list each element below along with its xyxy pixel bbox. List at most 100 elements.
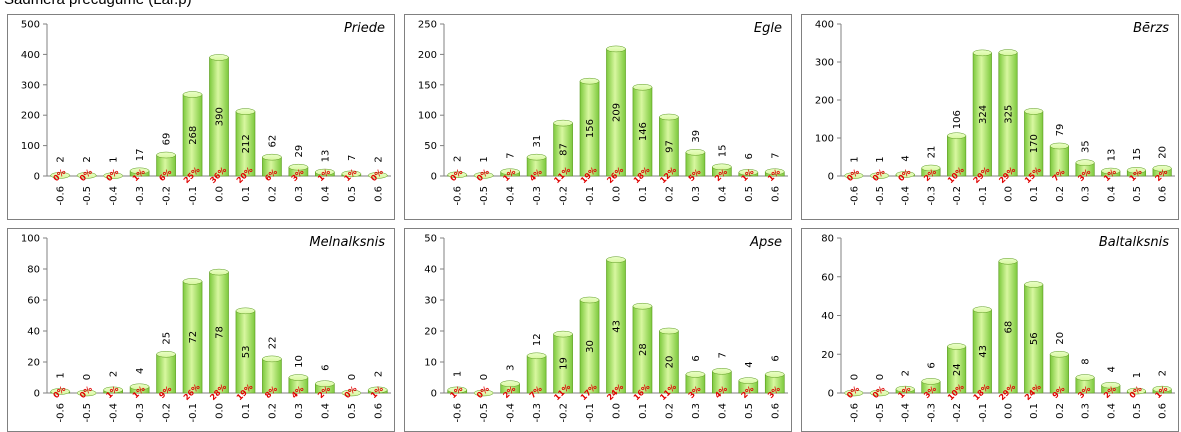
bar-cap: [182, 91, 203, 98]
y-tick-label: 100: [815, 134, 834, 145]
y-tick-label: 0: [431, 389, 437, 400]
bar-cap: [367, 172, 388, 179]
x-tick-label: 0.2: [1055, 186, 1066, 202]
bar-baltalksnis-3: [921, 378, 941, 394]
x-tick-label: -0.3: [926, 186, 937, 206]
y-tick-label: 60: [27, 296, 40, 307]
y-tick-label: 60: [821, 272, 834, 283]
value-label: 1: [453, 371, 464, 377]
value-label: 8: [1081, 358, 1092, 364]
value-label: 53: [241, 346, 252, 359]
value-label: 0: [849, 374, 860, 380]
x-tick-label: -0.1: [585, 186, 596, 206]
y-tick-label: 50: [424, 234, 437, 245]
bar-cap: [632, 302, 653, 310]
bar-cap: [182, 278, 203, 285]
x-tick-label: -0.2: [952, 403, 963, 423]
value-label: 15: [1132, 148, 1143, 161]
bar-cap: [262, 355, 282, 363]
x-tick-label: -0.2: [559, 186, 570, 206]
bar-apse-10: [712, 368, 732, 394]
x-tick-label: 0.1: [1029, 403, 1040, 419]
x-tick-label: 0.5: [744, 403, 755, 419]
bar-cap: [473, 389, 494, 397]
value-label: 2: [373, 156, 384, 162]
bar-cap: [447, 386, 468, 394]
bar-melnalksnis-8: [262, 355, 282, 394]
bar-cap: [1126, 387, 1146, 395]
bar-cap: [870, 389, 890, 397]
value-label: 2: [56, 156, 67, 162]
bar-egle-1: [473, 172, 494, 179]
bar-apse-0: [447, 386, 468, 394]
x-tick-label: -0.6: [453, 186, 464, 206]
chart-title: Egle: [754, 21, 782, 36]
x-tick-label: -0.3: [135, 403, 146, 423]
y-tick-label: 20: [821, 350, 834, 361]
x-tick-label: 0.0: [215, 186, 226, 202]
value-label: 97: [664, 140, 675, 153]
bar-baltalksnis-11: [1126, 387, 1147, 395]
x-tick-label: 0.5: [347, 186, 358, 202]
bar-melnalksnis-2: [103, 386, 123, 394]
bar-baltalksnis-5: [972, 306, 992, 394]
value-label: 212: [241, 134, 252, 153]
value-label: 1: [875, 156, 886, 162]
bar-egle-2: [500, 168, 520, 177]
y-tick-label: 10: [424, 358, 437, 369]
bar-cap: [921, 378, 941, 385]
bar-cap: [129, 383, 150, 391]
value-label: 10: [294, 355, 305, 368]
y-tick-label: 400: [21, 50, 40, 61]
bar-priede-1: [76, 172, 97, 179]
x-tick-label: 0.2: [664, 186, 675, 202]
bar-priede-8: [262, 153, 282, 177]
bar-cap: [844, 389, 864, 397]
x-tick-label: -0.3: [926, 403, 937, 423]
chart-title: Priede: [344, 21, 385, 36]
bar-priede-10: [315, 168, 335, 177]
value-label: 0: [347, 374, 358, 380]
bar-cap: [1101, 382, 1121, 389]
bar-egle-5: [579, 77, 600, 177]
bar-cap: [367, 386, 388, 394]
value-label: 4: [1106, 366, 1117, 372]
bar-egle-0: [447, 171, 468, 179]
value-label: 68: [1004, 321, 1015, 334]
bar-melnalksnis-5: [182, 278, 203, 394]
bar-egle-6: [606, 45, 626, 177]
chart-title: Apse: [749, 235, 782, 250]
bar-cap: [738, 169, 759, 176]
value-label: 6: [691, 355, 702, 361]
value-label: 2: [109, 371, 120, 377]
value-label: 325: [1004, 105, 1015, 124]
bar-apse-4: [553, 330, 573, 394]
bar-cap: [473, 172, 494, 179]
y-tick-label: 0: [34, 172, 40, 183]
bar-cap: [447, 171, 468, 179]
bar-berzs-5: [972, 49, 992, 177]
bar-cap: [1049, 142, 1069, 150]
y-tick-label: 300: [815, 58, 834, 69]
bar-baltalksnis-12: [1152, 385, 1172, 394]
chart-title: Melnalksnis: [309, 235, 385, 250]
x-tick-label: -0.4: [109, 186, 120, 206]
x-tick-label: -0.6: [453, 403, 464, 423]
value-label: 390: [215, 107, 226, 126]
bar-apse-5: [579, 296, 600, 394]
value-label: 2: [82, 156, 93, 162]
bar-cap: [1101, 167, 1121, 175]
bar-berzs-9: [1075, 159, 1095, 177]
x-tick-label: 0.4: [1106, 186, 1117, 202]
y-tick-label: 200: [815, 96, 834, 107]
x-tick-label: -0.5: [82, 186, 93, 206]
y-tick-label: 100: [21, 141, 40, 152]
x-tick-label: 0.1: [241, 186, 252, 202]
value-label: 170: [1029, 134, 1040, 153]
y-tick-label: 30: [424, 296, 437, 307]
y-tick-label: 100: [21, 234, 40, 245]
value-label: 7: [347, 155, 358, 161]
value-label: 1: [849, 156, 860, 162]
value-label: 7: [506, 153, 517, 159]
chart-panel-apse: Apse0102030405011%-0.600%-0.532%-0.4127%…: [404, 228, 792, 432]
